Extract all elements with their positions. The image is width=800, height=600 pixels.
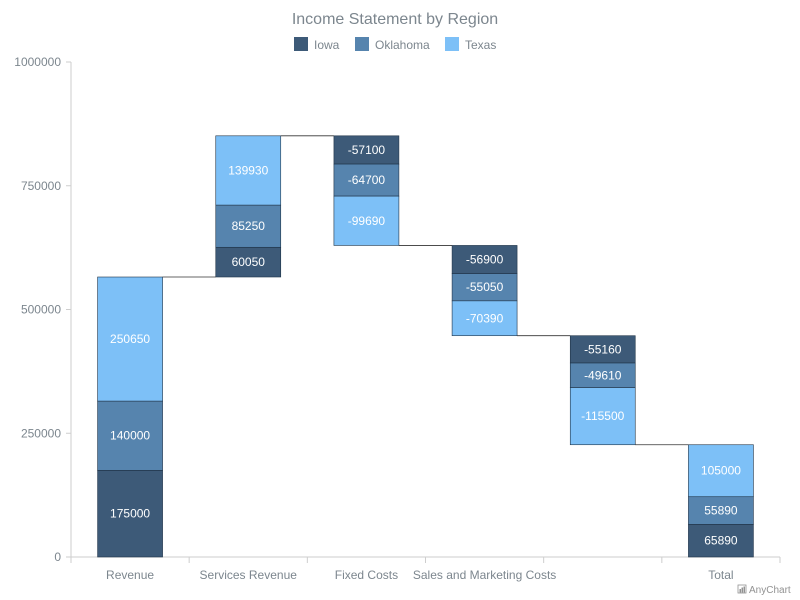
bar-texas[interactable] [333, 195, 400, 246]
legend-label-texas[interactable]: Texas [465, 38, 496, 52]
value-label: -55160 [584, 342, 622, 356]
bars [97, 135, 754, 558]
legend-label-iowa[interactable]: Iowa [314, 38, 340, 52]
chart-title: Income Statement by Region [292, 11, 498, 28]
value-label: 175000 [110, 507, 150, 521]
bar-iowa[interactable] [215, 246, 282, 278]
legend: Iowa Oklahoma Texas [294, 37, 496, 52]
x-category-label: Sales and Marketing Costs [413, 568, 556, 582]
bar-texas[interactable] [569, 387, 636, 446]
value-label: 60050 [232, 255, 266, 269]
value-label: -55050 [466, 280, 504, 294]
bar-texas[interactable] [451, 300, 518, 337]
y-tick-label: 500000 [21, 303, 61, 317]
credit-text: AnyChart [749, 585, 791, 596]
bar-texas[interactable] [215, 135, 282, 206]
bar-oklahoma[interactable] [569, 362, 636, 388]
chart-logo-icon [737, 584, 747, 594]
value-label: 250650 [110, 332, 150, 346]
legend-label-oklahoma[interactable]: Oklahoma [375, 38, 430, 52]
value-label: -49610 [584, 368, 622, 382]
y-axis: 0 250000 500000 750000 1000000 [14, 55, 72, 564]
bar-iowa[interactable] [333, 135, 400, 165]
value-label: 65890 [704, 534, 738, 548]
bar-oklahoma[interactable] [688, 496, 754, 525]
value-label: 140000 [110, 429, 150, 443]
bar-iowa[interactable] [569, 335, 636, 364]
x-category-label: Fixed Costs [335, 568, 398, 582]
y-tick-label: 0 [54, 550, 61, 564]
legend-swatch-texas [445, 37, 459, 51]
x-category-label: Total [708, 568, 733, 582]
value-label: 85250 [232, 219, 266, 233]
anychart-credit[interactable]: AnyChart [737, 584, 791, 596]
bar-oklahoma[interactable] [215, 204, 282, 248]
bar-texas[interactable] [688, 444, 754, 498]
bar-oklahoma[interactable] [333, 163, 400, 197]
x-axis: Revenue Services Revenue Fixed Costs Sales … [70, 556, 781, 582]
value-label: -99690 [348, 214, 386, 228]
value-label: -64700 [348, 173, 386, 187]
value-labels: 175000 140000 250650 60050 85250 139930 -57100… [110, 143, 741, 548]
bar-iowa[interactable] [688, 524, 754, 558]
x-category-label: Revenue [106, 568, 154, 582]
y-tick-label: 250000 [21, 426, 61, 440]
value-label: -115500 [581, 409, 624, 423]
bar-texas[interactable] [97, 276, 163, 402]
x-category-label: Services Revenue [200, 568, 298, 582]
legend-swatch-oklahoma [355, 37, 369, 51]
value-label: -57100 [348, 143, 386, 157]
legend-swatch-iowa [294, 37, 308, 51]
y-tick-label: 1000000 [14, 55, 61, 69]
bar-iowa[interactable] [451, 245, 518, 274]
value-label: 139930 [228, 163, 268, 177]
y-tick-label: 750000 [21, 179, 61, 193]
value-label: -56900 [466, 253, 504, 267]
value-label: 55890 [704, 504, 738, 518]
value-label: 105000 [701, 464, 741, 478]
bar-oklahoma[interactable] [451, 273, 518, 302]
connector-lines [162, 135, 689, 446]
bar-oklahoma[interactable] [97, 400, 163, 471]
value-label: -70390 [466, 311, 504, 325]
